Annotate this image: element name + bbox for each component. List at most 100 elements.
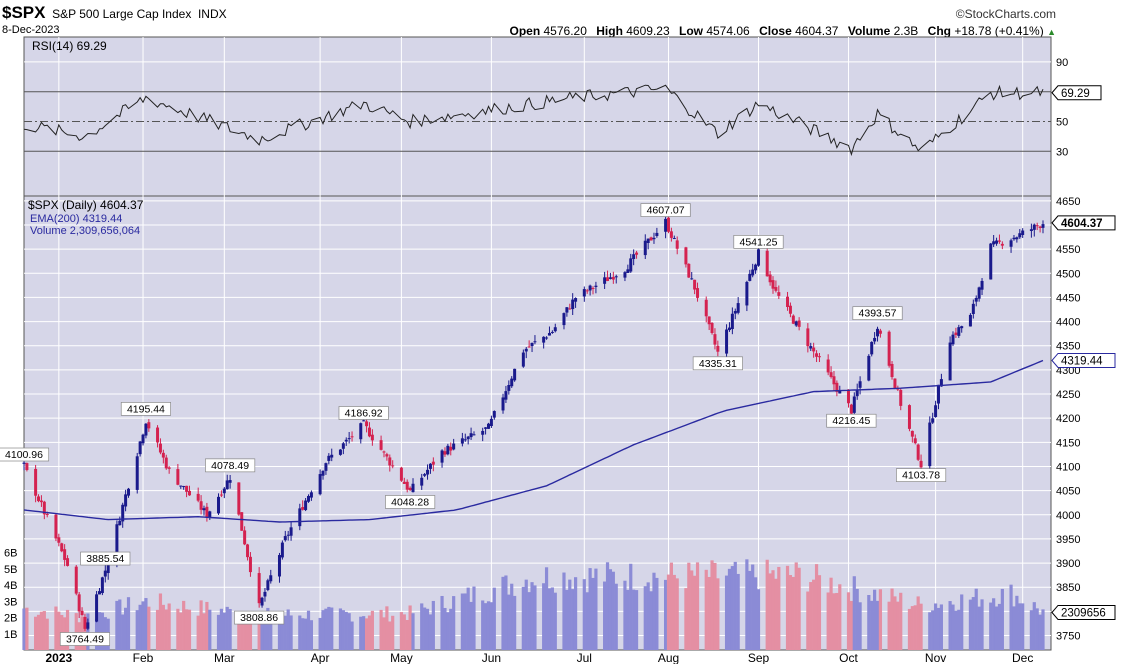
candle-body	[713, 334, 717, 345]
brand-label[interactable]: ©StockCharts.com	[955, 7, 1056, 21]
candle-body	[277, 555, 281, 577]
candle-body	[460, 438, 464, 444]
volume-bar	[562, 572, 566, 650]
volume-bar	[588, 568, 592, 650]
candle-body	[138, 441, 142, 455]
price-callout-label: 3764.49	[66, 634, 104, 646]
volume-bar	[423, 607, 427, 650]
candle-body	[167, 467, 171, 469]
volume-bar	[812, 579, 816, 650]
volume-bar	[585, 592, 589, 650]
candle-body	[63, 549, 67, 560]
volume-bar	[304, 618, 308, 650]
ohlc-readout: Open 4576.20 High 4609.23 Low 4574.06 Cl…	[503, 24, 1056, 38]
volume-bar	[544, 567, 549, 650]
candle-body	[1012, 237, 1016, 240]
volume-bar	[748, 570, 752, 650]
candle-body	[693, 279, 697, 290]
candle-body	[797, 320, 801, 327]
volume-bar	[669, 562, 673, 650]
volume-bar	[571, 589, 575, 650]
rsi-value-tag: 69.29	[1061, 88, 1090, 100]
volume-bar	[873, 589, 877, 650]
volume-bar	[992, 598, 996, 650]
candle-body	[428, 463, 432, 469]
candle-body	[832, 376, 836, 385]
candle-body	[934, 405, 938, 417]
volume-bar	[916, 596, 920, 650]
volume-bar	[269, 617, 273, 650]
candle-body	[655, 232, 659, 236]
volume-bar	[257, 616, 261, 650]
volume-bar	[187, 609, 192, 650]
candle-body	[606, 277, 610, 282]
volume-bar	[141, 601, 145, 650]
y-tick-label: 4200	[1056, 413, 1080, 425]
volume-bar	[1000, 588, 1004, 650]
volume-bar	[890, 588, 894, 650]
volume-bar	[138, 604, 142, 650]
candle-body	[565, 307, 569, 313]
candle-body	[237, 482, 241, 515]
candle-body	[34, 468, 38, 496]
volume-bar	[794, 562, 798, 650]
volume-bar	[814, 564, 819, 650]
candle-body	[992, 241, 996, 245]
volume-bar	[666, 574, 671, 650]
volume-bar	[832, 593, 836, 650]
candle-body	[867, 355, 871, 381]
price-callout-label: 4541.25	[740, 236, 778, 248]
candle-body	[208, 511, 212, 518]
candle-body	[446, 445, 450, 455]
volume-bar	[469, 601, 473, 650]
candle-body	[629, 258, 633, 272]
volume-bar	[507, 594, 511, 650]
rsi-line	[23, 84, 1044, 157]
volume-bar	[248, 621, 253, 650]
candle-body	[484, 427, 488, 429]
volume-bar	[97, 612, 102, 650]
price-callout-label: 4195.44	[127, 403, 165, 415]
volume-bar	[327, 606, 331, 650]
volume-bar	[1029, 610, 1033, 650]
candle-body	[710, 323, 714, 333]
volume-bar	[483, 603, 488, 650]
volume-bar	[428, 614, 433, 650]
candle-body	[176, 469, 180, 485]
candle-body	[309, 492, 313, 498]
candle-body	[846, 389, 850, 404]
candle-body	[707, 316, 711, 325]
volume-bar	[443, 607, 447, 650]
volume-bar	[382, 617, 386, 650]
ema-value-tag: 4319.44	[1061, 355, 1103, 367]
candle-body	[367, 427, 371, 437]
y-tick-label: 4050	[1056, 486, 1080, 498]
volume-bar	[466, 587, 470, 650]
candle-body	[980, 280, 984, 290]
volume-bar	[687, 562, 691, 650]
volume-bar	[286, 609, 290, 650]
volume-bar	[338, 608, 343, 650]
volume-bar	[219, 608, 224, 650]
candle-body	[45, 513, 49, 516]
candle-body	[774, 287, 778, 291]
volume-bar	[530, 582, 534, 650]
volume-bar	[605, 562, 610, 650]
y-tick-label: 4150	[1056, 437, 1080, 449]
volume-bar	[1041, 609, 1045, 650]
volume-bar	[858, 602, 862, 650]
volume-bar	[774, 578, 778, 650]
x-tick-label: Nov	[925, 651, 946, 664]
volume-bar	[565, 589, 569, 650]
candle-body	[37, 496, 41, 502]
price-callout-label: 3808.86	[240, 612, 278, 624]
price-callout-box	[80, 551, 131, 566]
y-tick-label: 4550	[1056, 244, 1080, 256]
candle-body	[106, 562, 110, 574]
volume-bar	[402, 614, 406, 650]
volume-bar	[1018, 603, 1022, 650]
candle-body	[97, 591, 101, 595]
price-value-tag-box	[1051, 215, 1116, 231]
candle-body	[408, 487, 412, 491]
candle-body	[588, 285, 592, 291]
